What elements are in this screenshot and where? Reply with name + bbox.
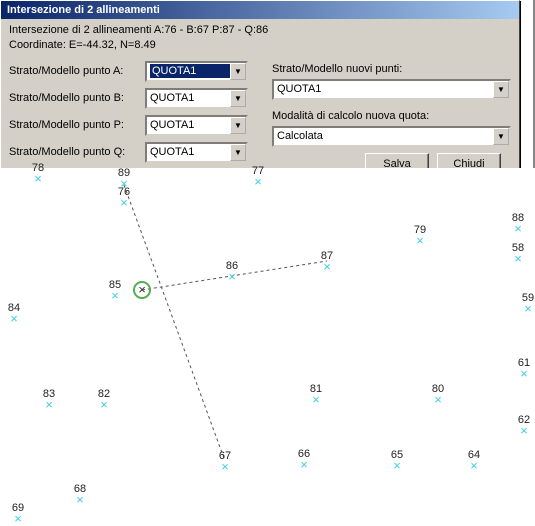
map-canvas[interactable]: ×78×89×76×77×79×88×58×87×86×85×84×59×61×… [0, 168, 535, 520]
dialog-info: Intersezione di 2 allineamenti A:76 - B:… [1, 19, 519, 61]
combo-point-q[interactable]: QUOTA1 [145, 142, 248, 163]
row-point-a: Strato/Modello punto A: QUOTA1 [9, 61, 248, 82]
chevron-down-icon[interactable] [230, 63, 246, 80]
map-point[interactable]: 81× [310, 383, 322, 405]
point-cross-icon: × [512, 254, 524, 264]
point-cross-icon: × [118, 198, 130, 208]
point-cross-icon: × [226, 272, 238, 282]
chevron-down-icon[interactable] [230, 144, 246, 161]
label-point-a: Strato/Modello punto A: [9, 65, 139, 77]
point-cross-icon: × [512, 224, 524, 234]
label-calc: Modalità di calcolo nuova quota: [272, 110, 511, 122]
map-point[interactable]: 78× [32, 162, 44, 184]
chevron-down-icon[interactable] [230, 90, 246, 107]
combo-point-a-value: QUOTA1 [150, 64, 230, 78]
alignment-lines [0, 168, 535, 520]
dialog-titlebar[interactable]: Intersezione di 2 allineamenti [1, 1, 519, 19]
label-point-p: Strato/Modello punto P: [9, 119, 139, 131]
combo-newpoints[interactable]: QUOTA1 [272, 79, 511, 100]
row-point-q: Strato/Modello punto Q: QUOTA1 [9, 142, 248, 163]
combo-calc[interactable]: Calcolata [272, 126, 511, 147]
point-cross-icon: × [219, 462, 231, 472]
map-point[interactable]: 66× [298, 448, 310, 470]
point-cross-icon: × [522, 304, 534, 314]
label-newpoints: Strato/Modello nuovi punti: [272, 63, 511, 75]
combo-point-p-value: QUOTA1 [150, 119, 230, 131]
map-point[interactable]: 77× [252, 165, 264, 187]
point-cross-icon: × [391, 461, 403, 471]
row-point-p: Strato/Modello punto P: QUOTA1 [9, 115, 248, 136]
chevron-down-icon[interactable] [493, 128, 509, 145]
combo-point-b-value: QUOTA1 [150, 92, 230, 104]
map-point[interactable]: 61× [518, 357, 530, 379]
map-point[interactable]: 62× [518, 414, 530, 436]
chevron-down-icon[interactable] [230, 117, 246, 134]
point-cross-icon: × [432, 395, 444, 405]
label-point-q: Strato/Modello punto Q: [9, 146, 139, 158]
point-cross-icon: × [109, 291, 121, 301]
map-point[interactable]: 68× [74, 483, 86, 505]
point-cross-icon: × [98, 400, 110, 410]
combo-point-b[interactable]: QUOTA1 [145, 88, 248, 109]
point-cross-icon: × [74, 495, 86, 505]
map-point[interactable]: 69× [12, 502, 24, 524]
point-cross-icon: × [43, 400, 55, 410]
point-cross-icon: × [310, 395, 322, 405]
dialog-title: Intersezione di 2 allineamenti [7, 4, 160, 16]
label-point-b: Strato/Modello punto B: [9, 92, 139, 104]
combo-point-q-value: QUOTA1 [150, 146, 230, 158]
alignment-line [124, 185, 225, 461]
chevron-down-icon[interactable] [493, 81, 509, 98]
combo-calc-value: Calcolata [277, 130, 493, 142]
combo-point-a[interactable]: QUOTA1 [145, 61, 248, 82]
point-cross-icon: × [518, 426, 530, 436]
map-point[interactable]: 88× [512, 212, 524, 234]
map-point[interactable]: 64× [468, 449, 480, 471]
map-point[interactable]: 58× [512, 242, 524, 264]
point-cross-icon: × [321, 262, 333, 272]
point-cross-icon: × [298, 460, 310, 470]
map-point[interactable]: 79× [414, 224, 426, 246]
map-point[interactable]: 87× [321, 250, 333, 272]
info-line1: Intersezione di 2 allineamenti A:76 - B:… [9, 23, 511, 38]
map-point[interactable]: 86× [226, 260, 238, 282]
map-point[interactable]: 82× [98, 388, 110, 410]
info-line2: Coordinate: E=-44.32, N=8.49 [9, 38, 511, 53]
combo-point-p[interactable]: QUOTA1 [145, 115, 248, 136]
point-cross-icon: × [32, 174, 44, 184]
map-point[interactable]: 85× [109, 279, 121, 301]
point-cross-icon: × [8, 314, 20, 324]
highlight-cross-icon: × [138, 285, 146, 295]
point-cross-icon: × [252, 177, 264, 187]
right-column: Strato/Modello nuovi punti: QUOTA1 Modal… [272, 61, 511, 185]
point-cross-icon: × [468, 461, 480, 471]
map-point[interactable]: 65× [391, 449, 403, 471]
point-cross-icon: × [12, 514, 24, 524]
map-point[interactable]: 59× [522, 292, 534, 314]
map-point[interactable]: 67× [219, 450, 231, 472]
point-cross-icon: × [414, 236, 426, 246]
map-point[interactable]: 76× [118, 186, 130, 208]
map-point[interactable]: 80× [432, 383, 444, 405]
row-point-b: Strato/Modello punto B: QUOTA1 [9, 88, 248, 109]
map-point[interactable]: 83× [43, 388, 55, 410]
combo-newpoints-value: QUOTA1 [277, 83, 493, 95]
map-point[interactable]: 84× [8, 302, 20, 324]
point-cross-icon: × [518, 369, 530, 379]
